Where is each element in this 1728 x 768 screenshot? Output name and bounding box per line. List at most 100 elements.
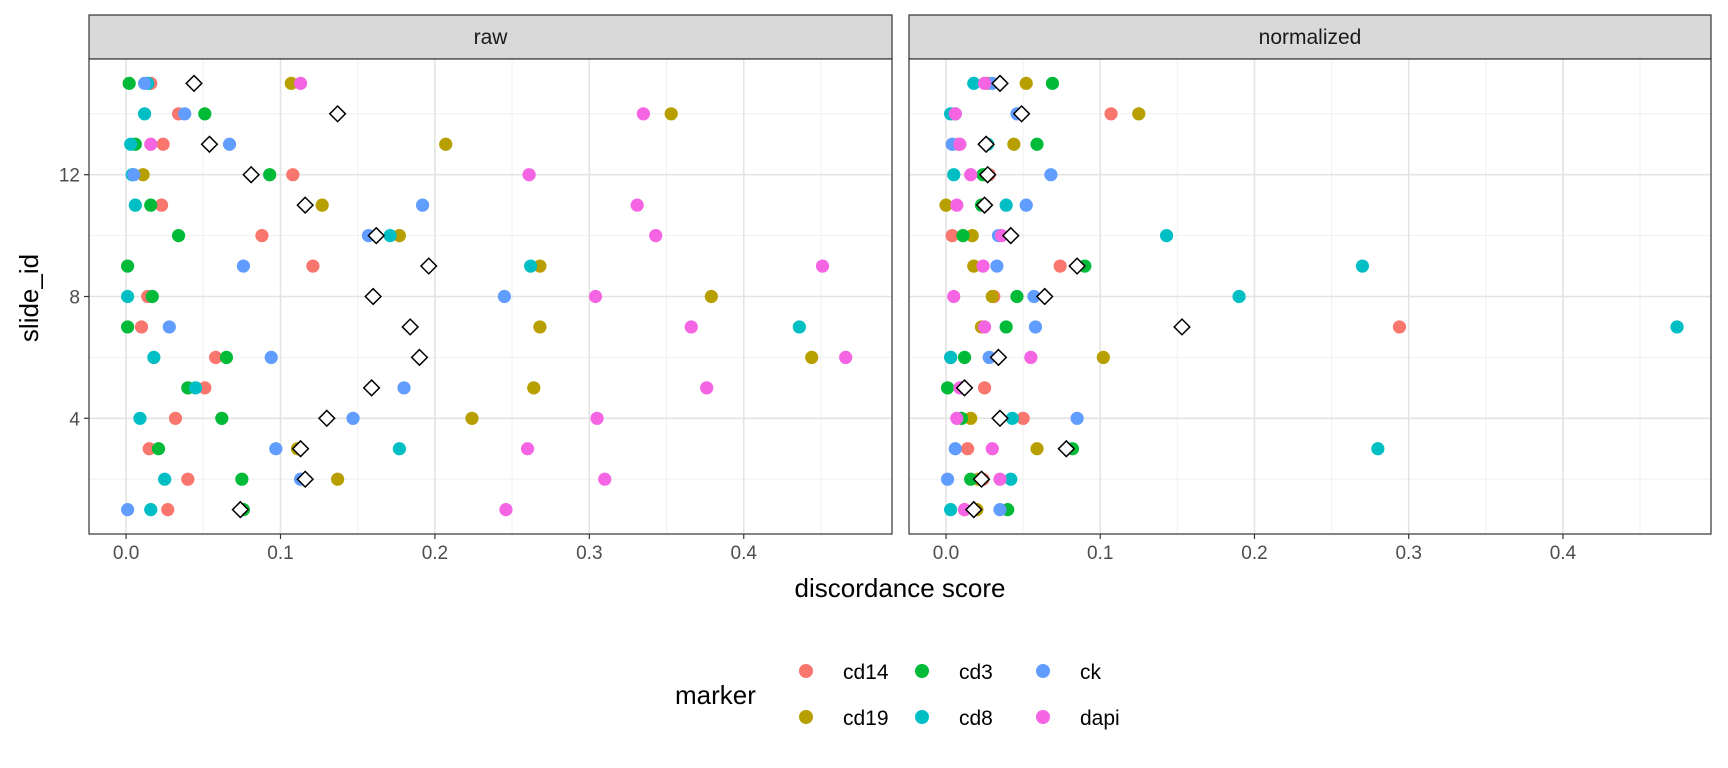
point-cd19 <box>136 168 150 182</box>
facet-strip <box>88 14 893 60</box>
legend-swatch <box>799 664 813 678</box>
point-cd19 <box>704 289 718 304</box>
y-tick-label: 12 <box>59 166 80 187</box>
point-cd3 <box>198 107 212 121</box>
point-dapi <box>950 411 964 425</box>
point-dapi <box>947 289 961 304</box>
point-dapi <box>598 472 612 486</box>
point-ck <box>990 259 1004 273</box>
x-tick-label: 0.3 <box>1395 543 1421 564</box>
panels-layer: raw 0.0 0.1 0.2 0.3 0.4 4 8 12 normalized 0.0 0.1 0.… <box>59 14 1712 564</box>
point-cd19 <box>527 381 541 395</box>
legend-swatch <box>915 710 929 724</box>
point-cd3 <box>121 259 135 273</box>
point-cd8 <box>792 320 806 334</box>
point-ck <box>222 137 237 151</box>
point-cd19 <box>533 320 547 334</box>
summary-diamond <box>296 470 315 489</box>
legend-label: dapi <box>1080 707 1120 730</box>
point-dapi <box>293 76 308 90</box>
point-dapi <box>964 168 978 182</box>
x-tick-label: 0.1 <box>1087 543 1113 564</box>
point-cd19 <box>985 289 999 304</box>
panel-border <box>908 58 1712 535</box>
point-cd14 <box>306 259 320 273</box>
summary-diamond <box>362 378 381 397</box>
point-cd8 <box>1670 320 1684 334</box>
point-ck <box>397 381 411 395</box>
summary-diamond <box>1068 257 1086 275</box>
point-ck <box>269 442 283 456</box>
x-tick-label: 0.0 <box>933 543 959 564</box>
point-cd19 <box>1030 442 1044 456</box>
point-dapi <box>977 320 992 334</box>
point-cd14 <box>181 472 195 486</box>
legend-swatch <box>799 710 813 724</box>
summary-diamond <box>1035 287 1054 306</box>
point-cd19 <box>1019 76 1033 90</box>
legend-label: ck <box>1080 661 1102 684</box>
point-cd8 <box>144 503 158 517</box>
summary-diamond <box>401 318 420 336</box>
summary-diamond <box>317 409 336 428</box>
point-dapi <box>839 350 853 364</box>
summary-diamond <box>975 196 994 215</box>
summary-diamond <box>1173 318 1191 336</box>
point-cd3 <box>235 472 249 486</box>
point-dapi <box>985 442 999 456</box>
point-cd14 <box>977 381 992 395</box>
point-dapi <box>636 107 650 121</box>
summary-diamond <box>991 409 1009 428</box>
y-axis-title: slide_id <box>14 254 44 342</box>
legend-item-ck: ck <box>1036 661 1102 684</box>
point-cd14 <box>154 198 169 212</box>
point-cd8 <box>392 442 406 456</box>
point-ck <box>178 107 192 121</box>
point-cd8 <box>947 168 961 182</box>
facet-strip-label: normalized <box>1259 26 1362 49</box>
summary-diamond <box>328 104 347 123</box>
point-cd19 <box>331 472 345 486</box>
point-cd3 <box>940 381 955 395</box>
point-cd14 <box>142 442 156 456</box>
point-ck <box>940 472 955 486</box>
x-tick-label: 0.4 <box>731 543 758 564</box>
point-cd14 <box>156 137 170 151</box>
point-dapi <box>957 503 972 517</box>
point-dapi <box>950 198 964 212</box>
point-dapi <box>144 137 158 151</box>
point-dapi <box>994 229 1009 243</box>
point-ck <box>137 76 152 90</box>
point-dapi <box>588 289 603 304</box>
point-cd19 <box>392 229 406 243</box>
point-cd8 <box>147 350 161 364</box>
point-cd8 <box>158 472 172 486</box>
summary-diamond <box>1057 439 1076 458</box>
legend-label: cd3 <box>959 661 993 684</box>
point-cd19 <box>664 107 678 121</box>
legend-swatch <box>1036 710 1050 724</box>
point-ck <box>948 442 962 456</box>
point-cd3 <box>121 320 135 334</box>
point-dapi <box>993 472 1007 486</box>
legend-item-cd8: cd8 <box>915 707 993 730</box>
point-cd19 <box>1132 107 1146 121</box>
legend: marker cd14 cd19 cd3 cd8 ck dapi <box>675 661 1120 730</box>
point-dapi <box>499 503 513 517</box>
point-dapi <box>520 442 535 456</box>
point-dapi <box>948 107 962 121</box>
legend-item-cd19: cd19 <box>799 707 889 730</box>
point-ck <box>121 503 135 517</box>
point-cd19 <box>284 76 298 90</box>
point-cd14 <box>198 381 212 395</box>
point-cd3 <box>957 350 972 364</box>
point-ck <box>1019 198 1033 212</box>
point-cd19 <box>965 229 979 243</box>
point-ck <box>1028 320 1043 334</box>
x-axis-title: discordance score <box>795 573 1006 603</box>
point-ck <box>162 320 176 334</box>
summary-diamond <box>955 378 974 397</box>
point-cd19 <box>1007 137 1021 151</box>
point-ck <box>264 350 278 364</box>
facet-panel-raw: raw 0.0 0.1 0.2 0.3 0.4 4 8 12 <box>59 14 893 564</box>
